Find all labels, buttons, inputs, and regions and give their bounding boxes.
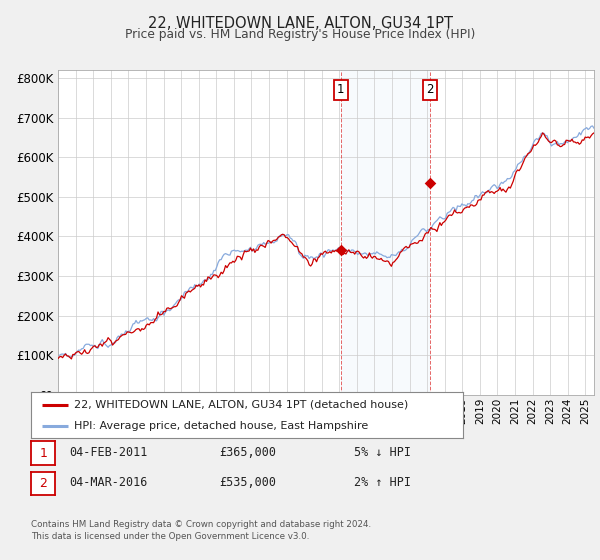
Point (425, 179, 435, 188)
Text: 5% ↓ HPI: 5% ↓ HPI (354, 446, 411, 459)
Text: 04-FEB-2011: 04-FEB-2011 (69, 446, 148, 459)
Bar (341, 70, 430, 395)
Point (336, 246, 346, 255)
Text: £535,000: £535,000 (219, 476, 276, 489)
Text: HPI: Average price, detached house, East Hampshire: HPI: Average price, detached house, East… (74, 422, 368, 431)
Text: 2: 2 (427, 83, 434, 96)
Text: 2: 2 (39, 477, 47, 490)
Text: 1: 1 (39, 446, 47, 460)
Text: Price paid vs. HM Land Registry's House Price Index (HPI): Price paid vs. HM Land Registry's House … (125, 28, 475, 41)
Text: 22, WHITEDOWN LANE, ALTON, GU34 1PT (detached house): 22, WHITEDOWN LANE, ALTON, GU34 1PT (det… (74, 400, 409, 410)
Text: 04-MAR-2016: 04-MAR-2016 (69, 476, 148, 489)
Text: 2% ↑ HPI: 2% ↑ HPI (354, 476, 411, 489)
Text: 22, WHITEDOWN LANE, ALTON, GU34 1PT: 22, WHITEDOWN LANE, ALTON, GU34 1PT (148, 16, 452, 31)
Text: £365,000: £365,000 (219, 446, 276, 459)
Text: 1: 1 (337, 83, 344, 96)
Text: This data is licensed under the Open Government Licence v3.0.: This data is licensed under the Open Gov… (31, 532, 310, 541)
Text: Contains HM Land Registry data © Crown copyright and database right 2024.: Contains HM Land Registry data © Crown c… (31, 520, 371, 529)
